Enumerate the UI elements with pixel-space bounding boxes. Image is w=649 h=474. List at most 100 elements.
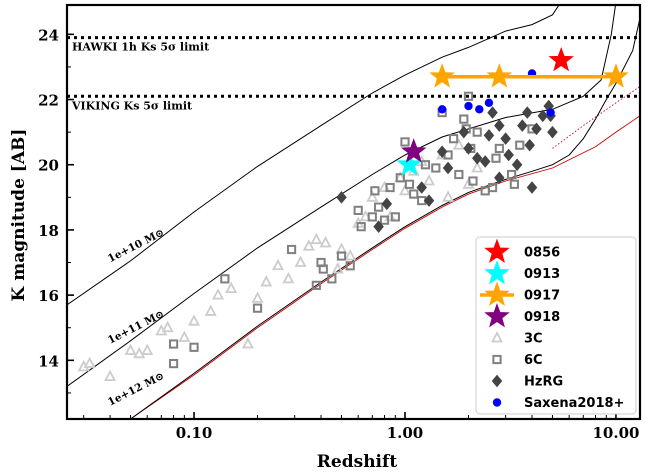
- point-6C-35: [468, 176, 478, 186]
- point-3C-16: [271, 258, 284, 271]
- point-6C-18: [385, 182, 395, 193]
- point-3C-7: [161, 320, 174, 333]
- point-3C-4: [133, 346, 146, 359]
- point-3C-39: [471, 161, 484, 173]
- x-tick-label: 0.10: [176, 424, 213, 442]
- point-Saxena2018+-1: [464, 101, 473, 111]
- point-HzRG-16: [503, 148, 514, 162]
- point-3C-9: [188, 314, 201, 326]
- point-6C-29: [449, 134, 459, 144]
- point-HzRG-22: [531, 122, 542, 136]
- x-axis-label: Redshift: [317, 452, 398, 472]
- point-6C-39: [491, 153, 501, 163]
- limit-lines: [67, 36, 640, 98]
- y-tick-label: 22: [38, 92, 59, 110]
- point-3C-24: [344, 249, 357, 261]
- point-3C-1: [83, 356, 96, 368]
- point-3C-22: [331, 262, 344, 274]
- red-track-0: [130, 115, 640, 419]
- point-6C-0: [168, 358, 179, 369]
- legend: 0856 0913 0917 0918 3C 6C HzRG Saxena2018+: [475, 236, 637, 415]
- point-3C-10: [204, 304, 217, 316]
- point-HzRG-9: [471, 151, 483, 165]
- point-3C-2: [104, 369, 117, 382]
- point-3C-13: [241, 337, 254, 349]
- point-6C-40: [494, 143, 504, 154]
- legend-marker-6C: [492, 354, 502, 365]
- point-0917-0: [429, 63, 455, 88]
- legend-label-0918: 0918: [524, 310, 560, 325]
- legend-marker-0856: [484, 238, 510, 263]
- legend-label-3C: 3C: [524, 332, 543, 347]
- point-6C-42: [509, 179, 519, 189]
- point-6C-38: [487, 182, 498, 193]
- legend-marker-HzRG: [491, 374, 503, 388]
- point-3C-5: [141, 343, 154, 355]
- point-3C-20: [310, 232, 323, 245]
- point-6C-21: [400, 137, 410, 147]
- point-3C-18: [294, 255, 307, 267]
- point-3C-34: [423, 174, 436, 186]
- point-HzRG-10: [479, 155, 491, 168]
- legend-marker-Saxena2018+: [492, 398, 502, 407]
- point-6C-36: [472, 127, 482, 137]
- y-tick-label: 20: [38, 157, 59, 175]
- point-HzRG-14: [494, 171, 505, 185]
- point-0913-0: [396, 151, 423, 176]
- point-HzRG-5: [436, 145, 448, 159]
- point-HzRG-18: [517, 119, 528, 133]
- point-6C-25: [420, 160, 431, 170]
- limit-label-1: VIKING Ks 5σ limit: [71, 99, 193, 112]
- limit-label-0: HAWKI 1h Ks 5σ limit: [72, 41, 210, 54]
- legend-box: [475, 236, 637, 415]
- y-tick-label: 18: [38, 222, 59, 240]
- point-6C-33: [463, 91, 474, 101]
- point-6C-11: [345, 261, 355, 271]
- point-HzRG-17: [511, 158, 523, 172]
- point-HzRG-15: [500, 132, 511, 146]
- x-tick-label: 10.00: [592, 424, 639, 442]
- point-3C-31: [398, 183, 411, 196]
- point-6C-16: [374, 202, 384, 212]
- point-6C-17: [379, 215, 390, 225]
- data-points: [77, 46, 629, 382]
- point-6C-41: [506, 169, 517, 180]
- point-0856-0: [548, 46, 574, 72]
- point-3C-12: [225, 281, 238, 294]
- mass-tracks: [67, 5, 640, 419]
- mass-track-0: [67, 5, 560, 306]
- axis-ticks: 0.10 1.00 10.00 14 16 18 20 22 24: [38, 26, 639, 442]
- plot-frame: [65, 3, 642, 421]
- point-6C-22: [404, 179, 415, 189]
- y-tick-label: 16: [38, 287, 59, 305]
- point-6C-15: [370, 186, 380, 196]
- point-Saxena2018+-0: [437, 105, 447, 114]
- point-3C-11: [212, 288, 225, 300]
- point-6C-31: [459, 114, 469, 124]
- point-Saxena2018+-2: [475, 105, 484, 114]
- point-3C-14: [251, 291, 264, 303]
- point-HzRG-1: [373, 220, 384, 234]
- point-Saxena2018+-5: [546, 108, 555, 117]
- point-HzRG-19: [521, 106, 533, 119]
- point-HzRG-26: [547, 125, 558, 139]
- point-HzRG-2: [381, 197, 393, 211]
- point-6C-9: [327, 274, 337, 284]
- point-6C-23: [409, 189, 419, 199]
- point-HzRG-13: [494, 119, 505, 133]
- point-6C-6: [311, 280, 321, 290]
- point-HzRG-0: [336, 190, 347, 204]
- point-HzRG-21: [526, 181, 538, 194]
- point-3C-38: [462, 177, 475, 189]
- point-0917-1: [486, 63, 513, 88]
- legend-marker-0913: [484, 260, 510, 285]
- point-6C-30: [454, 169, 464, 180]
- legend-label-6C: 6C: [524, 353, 543, 368]
- x-tick-label: 1.00: [387, 424, 424, 442]
- point-HzRG-11: [483, 129, 495, 142]
- point-3C-8: [178, 330, 191, 342]
- point-0917-2: [603, 63, 629, 88]
- point-6C-20: [395, 173, 405, 183]
- legend-label-Saxena2018+: Saxena2018+: [524, 396, 624, 411]
